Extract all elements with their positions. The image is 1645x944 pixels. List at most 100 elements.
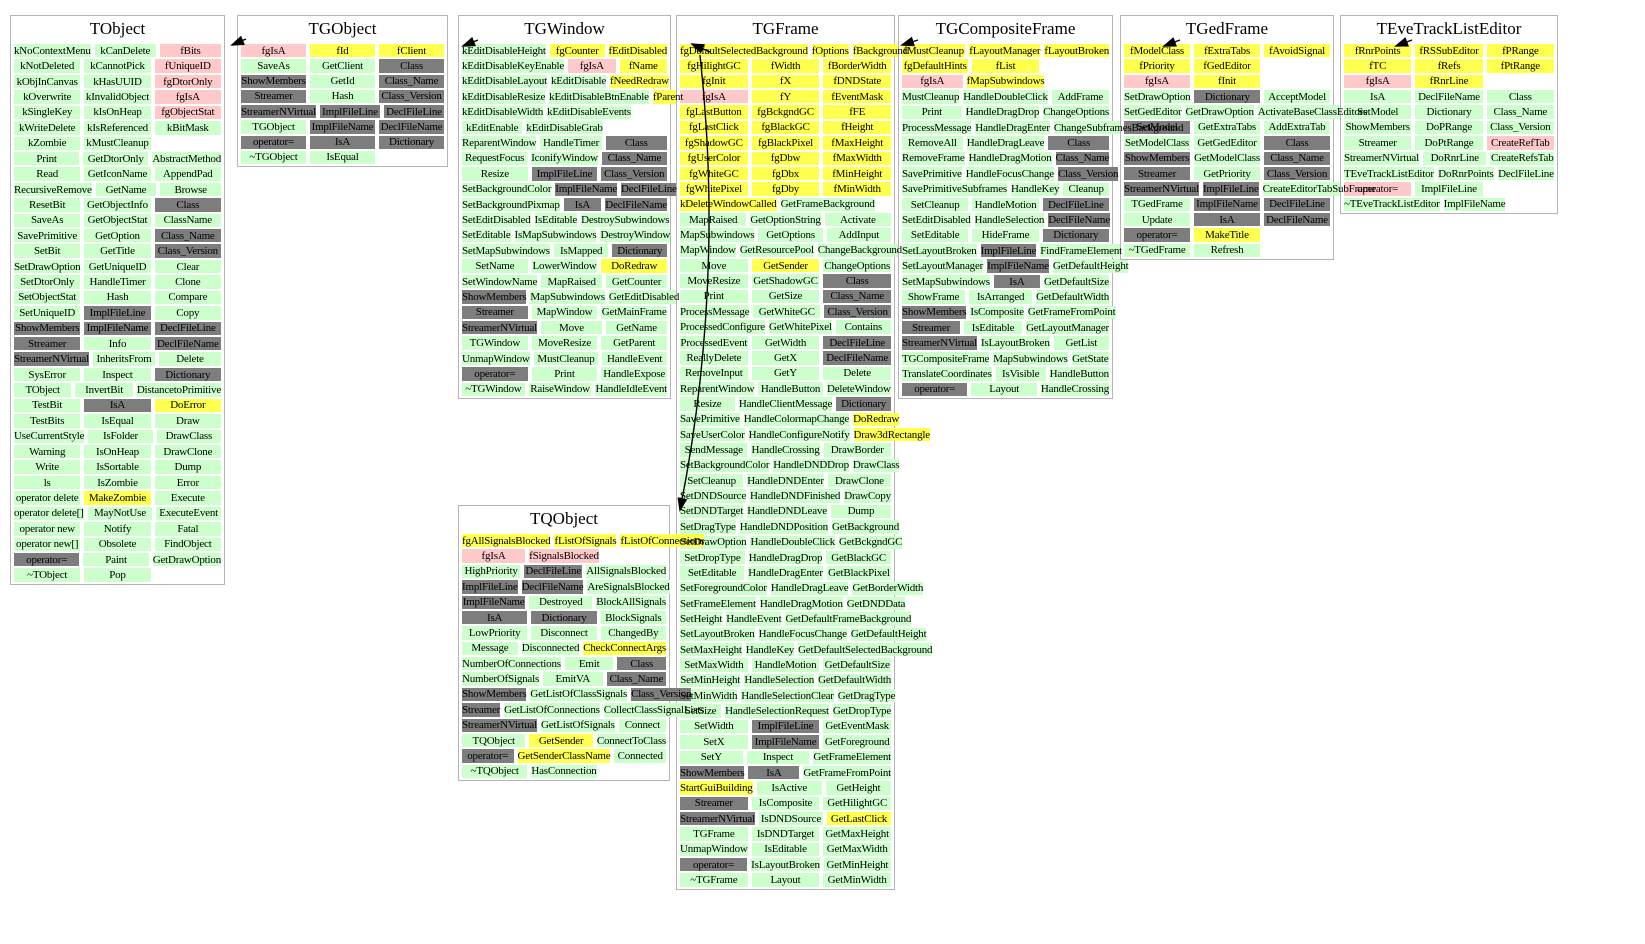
member-cell[interactable]: IsComposite [751,796,820,810]
member-cell[interactable]: Hash [84,290,151,305]
member-cell[interactable]: Destroyed [529,595,593,609]
member-cell[interactable]: Class_Version [824,305,892,319]
member-cell[interactable]: AcceptModel [1264,90,1331,104]
member-cell[interactable]: Activate [824,212,891,227]
member-cell[interactable]: DeclFileLine [1497,166,1555,181]
member-cell[interactable]: SetMinWidth [680,689,737,703]
member-cell[interactable]: kInvalidObject [84,90,151,104]
member-cell[interactable]: Dictionary [379,135,444,149]
member-cell[interactable]: GetBckgndGC [839,535,902,549]
member-cell[interactable]: HasConnection [531,764,597,778]
member-cell[interactable]: DrawCopy [844,489,891,503]
member-cell[interactable]: kEditDisableEvents [547,105,631,119]
member-cell[interactable]: HandleSelectionRequest [725,704,829,718]
member-cell[interactable]: IconifyWindow [531,151,598,166]
member-cell[interactable]: MapSubwindows [530,290,605,304]
member-cell[interactable]: IsEditable [964,321,1023,335]
member-cell[interactable]: GetFrameFromPoint [1027,305,1116,320]
member-cell[interactable]: SetDropType [680,550,745,565]
member-cell[interactable]: HandleDragDrop [748,550,822,565]
member-cell[interactable]: fgShadowGC [680,136,748,150]
member-cell[interactable]: ChangedBy [600,626,666,640]
member-cell[interactable]: StreamerNVirtual [1344,151,1419,165]
member-cell[interactable]: StreamerNVirtual [680,811,755,826]
class-box-TEveTrackListEditor[interactable]: TEveTrackListEditor fRnrPoints fRSSubEdito… [1340,15,1558,214]
class-box-TGedFrame[interactable]: TGedFrame fModelClass fExtraTabs fAvoidSign… [1120,15,1376,260]
member-cell[interactable]: GetState [1071,351,1109,366]
member-cell[interactable]: SetBackgroundColor [680,458,769,473]
member-cell[interactable]: AllSignalsBlocked [586,564,666,579]
member-cell[interactable]: HandleColormapChange [743,412,849,426]
member-cell[interactable]: HandleTimer [84,275,151,289]
member-cell[interactable]: FindFrameElement [1040,244,1122,258]
member-cell[interactable]: TGedFrame [1124,197,1190,211]
class-box-TGObject[interactable]: TGObject fgIsA fId fClient SaveAs GetClient Cl… [237,15,448,167]
member-cell[interactable]: RaiseWindow [528,382,592,396]
member-cell[interactable]: GetSender [529,733,593,748]
member-cell[interactable]: CreateEditorTabSubFrame [1262,182,1376,196]
member-cell[interactable]: BlockAllSignals [596,595,666,609]
member-cell[interactable]: GetMinWidth [823,873,892,887]
member-cell[interactable]: SavePrimitive [680,412,740,426]
member-cell[interactable]: GetBlackPixel [826,566,892,580]
member-cell[interactable]: AddInput [826,228,891,242]
member-cell[interactable]: HandleDragMotion [968,151,1052,166]
member-cell[interactable]: Delete [823,366,892,380]
member-cell[interactable]: fDNDState [823,74,892,89]
member-cell[interactable]: TObject [14,383,72,397]
member-cell[interactable]: ReparentWindow [680,381,755,396]
member-cell[interactable]: Streamer [680,796,748,810]
member-cell[interactable]: GetMainFrame [601,305,668,320]
member-cell[interactable]: SetBackgroundPixmap [462,197,560,212]
member-cell[interactable]: Layout [751,873,820,887]
member-cell[interactable]: fClient [379,44,444,58]
member-cell[interactable]: Class_Version [631,687,692,702]
member-cell[interactable]: GetBorderWidth [852,581,923,595]
member-cell[interactable]: SetModel [1124,120,1190,135]
member-cell[interactable]: kHasUUID [84,74,151,89]
member-cell[interactable]: DeclFileLine [1264,197,1330,211]
member-cell[interactable]: Layout [971,382,1037,396]
member-cell[interactable]: Browse [160,182,221,197]
member-cell[interactable]: kIsReferenced [84,121,151,135]
member-cell[interactable]: GetDefaultSize [1043,274,1109,289]
member-cell[interactable]: StreamerNVirtual [462,321,537,335]
member-cell[interactable]: GetOption [84,229,151,243]
member-cell[interactable]: TGFrame [680,827,748,841]
member-cell[interactable]: fExtraTabs [1194,44,1260,58]
member-cell[interactable]: UnmapWindow [680,842,748,857]
member-cell[interactable]: FindObject [154,537,221,551]
member-cell[interactable]: Streamer [902,321,961,335]
member-cell[interactable]: GetEventMask [823,719,892,734]
member-cell[interactable]: SetUniqueID [14,306,81,320]
member-cell[interactable]: SetHeight [680,612,722,626]
member-cell[interactable]: SetWindowName [462,274,537,289]
member-cell[interactable]: fSignalsBlocked [529,549,599,563]
member-cell[interactable]: Resize [680,397,735,411]
member-cell[interactable]: Pop [84,568,151,582]
member-cell[interactable]: fTC [1344,59,1412,73]
member-cell[interactable]: Class_Name [154,229,221,243]
member-cell[interactable]: SetEditDisabled [462,213,531,227]
member-cell[interactable]: Dictionary [1042,228,1109,243]
member-cell[interactable]: Fatal [154,522,221,536]
member-cell[interactable]: GetHilightGC [823,796,892,810]
member-cell[interactable]: SetDrawOption [1124,90,1191,104]
member-cell[interactable]: Clear [154,259,222,274]
member-cell[interactable]: DeclFileName [379,120,444,134]
member-cell[interactable]: fPRange [1486,44,1554,58]
member-cell[interactable]: GetY [751,366,820,380]
member-cell[interactable]: DeclFileLine [823,335,892,350]
class-box-TObject[interactable]: TObject kNoContextMenu kCanDelete fBits kNot… [10,15,225,585]
member-cell[interactable]: Dictionary [154,367,221,382]
member-cell[interactable]: fLayoutBroken [1044,44,1109,58]
member-cell[interactable]: MoveResize [531,336,598,350]
member-cell[interactable]: kEditDisableLayout [462,74,547,89]
member-cell[interactable]: kEditDisable [551,74,606,89]
member-cell[interactable]: HideFrame [972,228,1039,243]
member-cell[interactable]: IsA [563,197,602,212]
member-cell[interactable]: IsDNDTarget [751,827,820,841]
member-cell[interactable]: Update [1124,212,1190,227]
member-cell[interactable]: AppendPad [154,167,221,181]
member-cell[interactable]: kObjInCanvas [14,74,81,89]
